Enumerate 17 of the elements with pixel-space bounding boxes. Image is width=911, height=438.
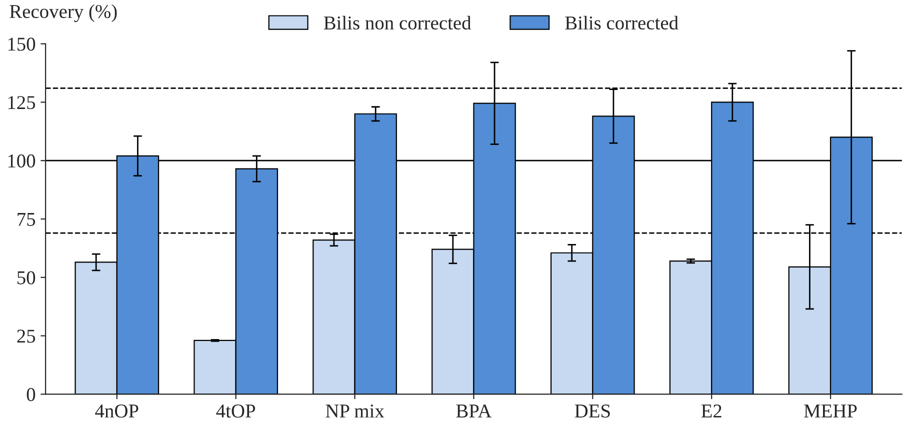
legend-label: Bilis corrected [565, 16, 678, 30]
y-tick-label: 25 [17, 330, 36, 343]
x-tick-label: DES [574, 404, 610, 418]
x-tick-label: 4tOP [216, 404, 256, 418]
x-tick-label: E2 [701, 404, 722, 418]
y-tick-label: 75 [18, 213, 36, 226]
y-tick-label: 150 [8, 38, 36, 51]
legend-label: Bilis non corrected [324, 16, 472, 30]
y-axis-title: Recovery (%) [10, 4, 117, 22]
x-tick-label: BPA [456, 404, 492, 418]
x-tick-label: NP mix [326, 404, 384, 418]
y-tick-label: 100 [8, 154, 36, 168]
x-tick-label: MEHP [804, 404, 857, 418]
x-tick-label: 4nOP [95, 404, 138, 418]
y-tick-label: 0 [26, 388, 36, 402]
y-tick-label: 125 [8, 96, 36, 110]
y-tick-label: 50 [18, 271, 36, 284]
